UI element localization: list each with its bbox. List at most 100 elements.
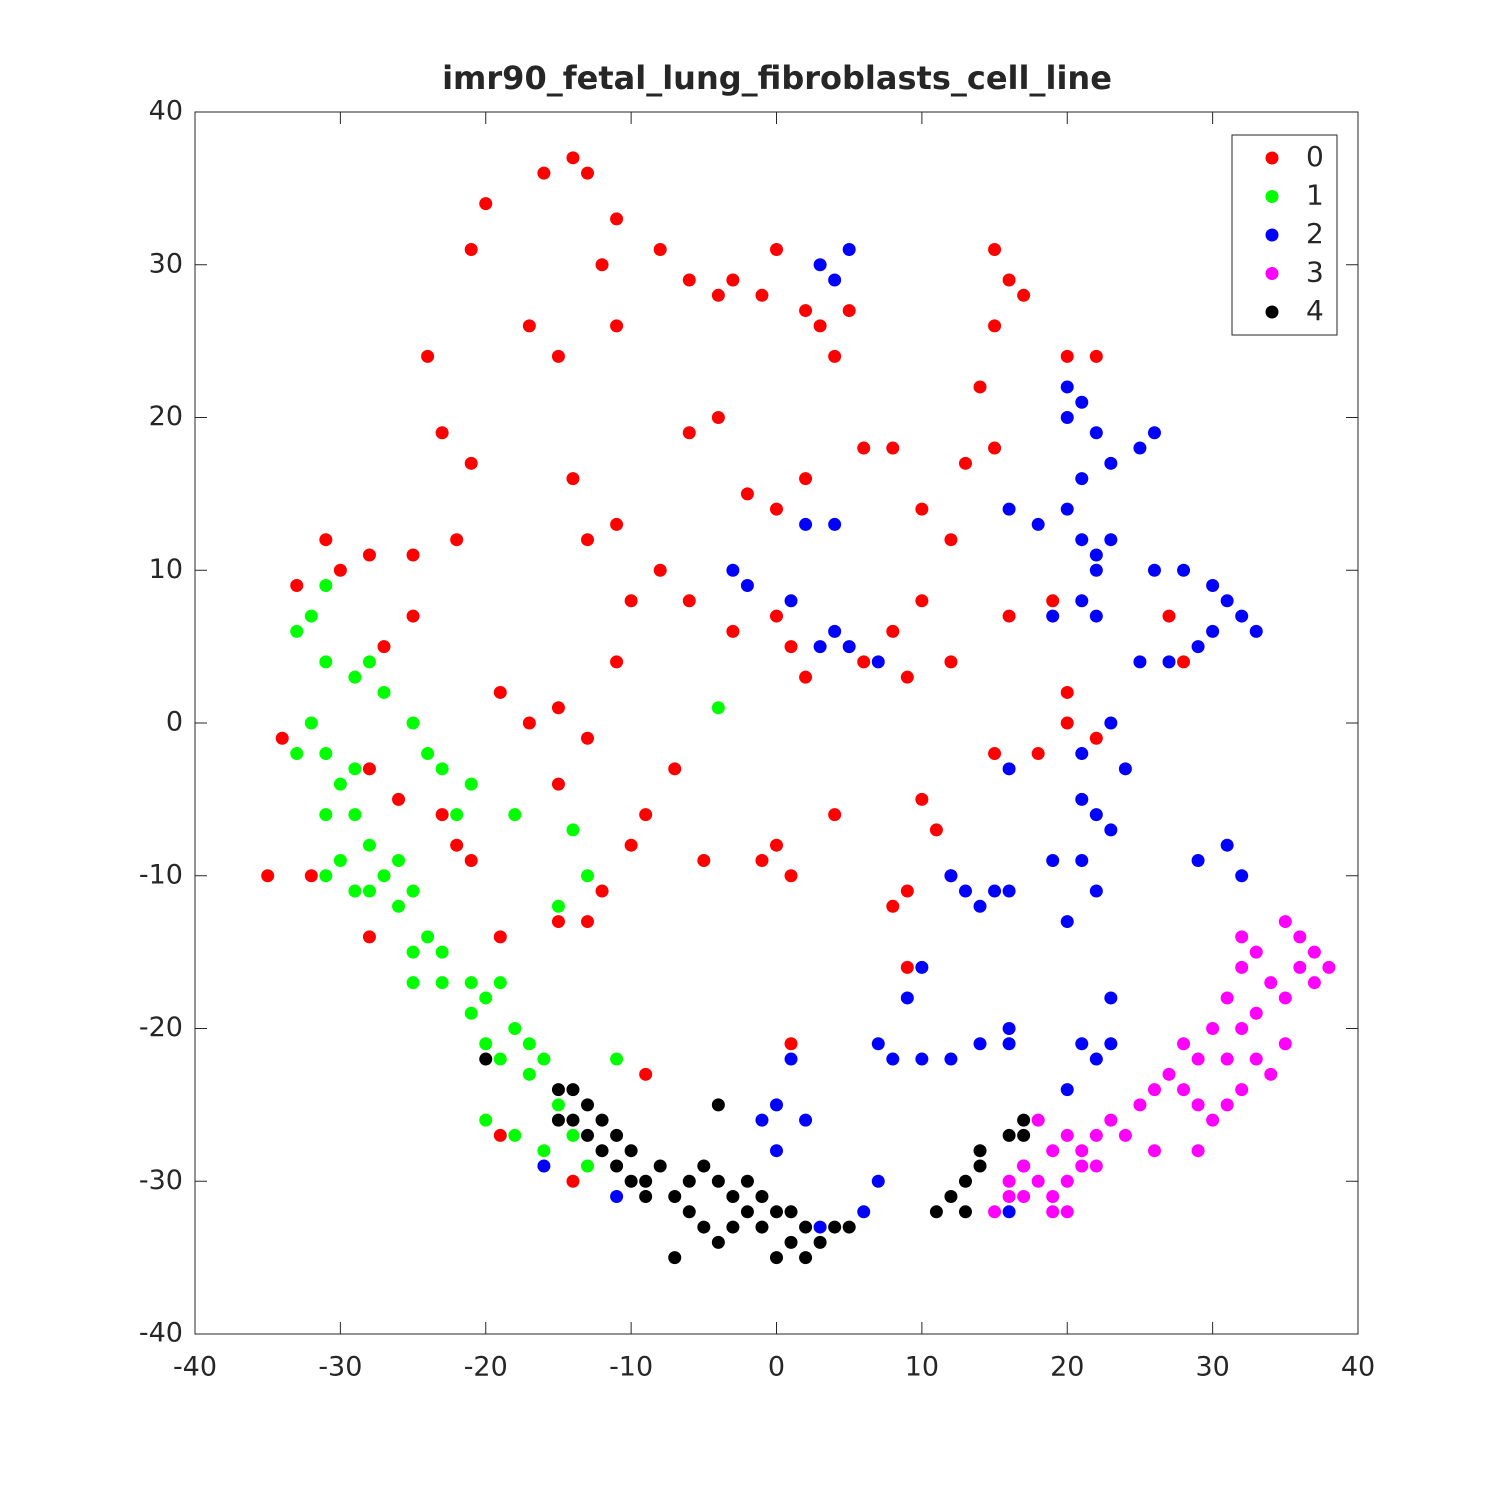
point bbox=[726, 624, 740, 638]
point bbox=[1220, 991, 1234, 1005]
point bbox=[362, 655, 376, 669]
point bbox=[958, 1205, 972, 1219]
point bbox=[944, 869, 958, 883]
point bbox=[464, 976, 478, 990]
point bbox=[886, 441, 900, 455]
point bbox=[595, 258, 609, 272]
point bbox=[711, 1235, 725, 1249]
point bbox=[508, 808, 522, 822]
point bbox=[1031, 747, 1045, 761]
point bbox=[900, 960, 914, 974]
point bbox=[610, 212, 624, 226]
point bbox=[682, 594, 696, 608]
point bbox=[435, 762, 449, 776]
point bbox=[1249, 1052, 1263, 1066]
point bbox=[1104, 533, 1118, 547]
point bbox=[1031, 1113, 1045, 1127]
y-tick-label: 30 bbox=[149, 248, 183, 279]
point bbox=[900, 991, 914, 1005]
point bbox=[1162, 609, 1176, 623]
point bbox=[915, 594, 929, 608]
point bbox=[595, 1144, 609, 1158]
point bbox=[828, 349, 842, 363]
point bbox=[711, 1174, 725, 1188]
points bbox=[261, 151, 1336, 1265]
point bbox=[479, 1037, 493, 1051]
y-tick-label: 40 bbox=[149, 96, 183, 127]
point bbox=[1089, 1052, 1103, 1066]
y-tick-label: 0 bbox=[166, 707, 183, 738]
point bbox=[988, 884, 1002, 898]
point bbox=[1104, 456, 1118, 470]
point bbox=[551, 1083, 565, 1097]
point bbox=[551, 777, 565, 791]
point bbox=[1206, 579, 1220, 593]
chart-title: imr90_fetal_lung_fibroblasts_cell_line bbox=[442, 59, 1112, 97]
legend-marker bbox=[1265, 190, 1279, 203]
point bbox=[1249, 1006, 1263, 1020]
point bbox=[1206, 624, 1220, 638]
point bbox=[362, 884, 376, 898]
x-tick-label: 10 bbox=[905, 1352, 939, 1383]
point bbox=[770, 502, 783, 516]
point bbox=[479, 1113, 493, 1127]
point bbox=[886, 899, 900, 913]
point bbox=[464, 1006, 478, 1020]
point bbox=[639, 808, 653, 822]
point bbox=[871, 1037, 885, 1051]
y-tick-label: -20 bbox=[139, 1012, 183, 1043]
point bbox=[435, 426, 449, 440]
point bbox=[770, 242, 783, 256]
legend-label: 3 bbox=[1306, 256, 1324, 289]
x-tick-label: 20 bbox=[1050, 1352, 1084, 1383]
point bbox=[1089, 563, 1103, 577]
point bbox=[333, 563, 347, 577]
legend-marker bbox=[1265, 228, 1279, 242]
point bbox=[740, 487, 754, 501]
point bbox=[348, 670, 362, 684]
point bbox=[755, 1113, 769, 1127]
point bbox=[275, 731, 289, 745]
point bbox=[770, 609, 783, 623]
point bbox=[595, 1113, 609, 1127]
y-tick-label: -30 bbox=[139, 1165, 183, 1196]
point bbox=[435, 945, 449, 959]
point bbox=[770, 1205, 783, 1219]
point bbox=[348, 808, 362, 822]
point bbox=[1133, 1098, 1147, 1112]
point bbox=[915, 960, 929, 974]
point bbox=[711, 1098, 725, 1112]
point bbox=[493, 685, 507, 699]
point bbox=[682, 1205, 696, 1219]
point bbox=[1046, 1190, 1060, 1204]
point bbox=[1075, 533, 1089, 547]
point bbox=[406, 609, 420, 623]
point bbox=[1002, 1037, 1016, 1051]
point bbox=[1002, 1205, 1016, 1219]
point bbox=[755, 853, 769, 867]
point bbox=[1060, 1083, 1074, 1097]
point bbox=[958, 1174, 972, 1188]
point bbox=[1322, 960, 1336, 974]
point bbox=[493, 1052, 507, 1066]
point bbox=[537, 1144, 551, 1158]
point bbox=[1002, 1022, 1016, 1035]
point bbox=[1307, 976, 1321, 990]
point bbox=[362, 548, 376, 562]
point bbox=[624, 838, 638, 852]
point bbox=[1089, 426, 1103, 440]
point bbox=[1046, 609, 1060, 623]
point bbox=[813, 640, 827, 654]
point bbox=[1162, 655, 1176, 669]
point bbox=[581, 1098, 595, 1112]
point bbox=[581, 915, 595, 929]
point bbox=[551, 349, 565, 363]
point bbox=[1235, 869, 1249, 883]
point bbox=[464, 853, 478, 867]
point bbox=[1177, 655, 1191, 669]
point bbox=[1206, 1022, 1220, 1035]
point bbox=[799, 472, 813, 486]
point bbox=[333, 777, 347, 791]
point bbox=[493, 930, 507, 944]
point bbox=[682, 1174, 696, 1188]
